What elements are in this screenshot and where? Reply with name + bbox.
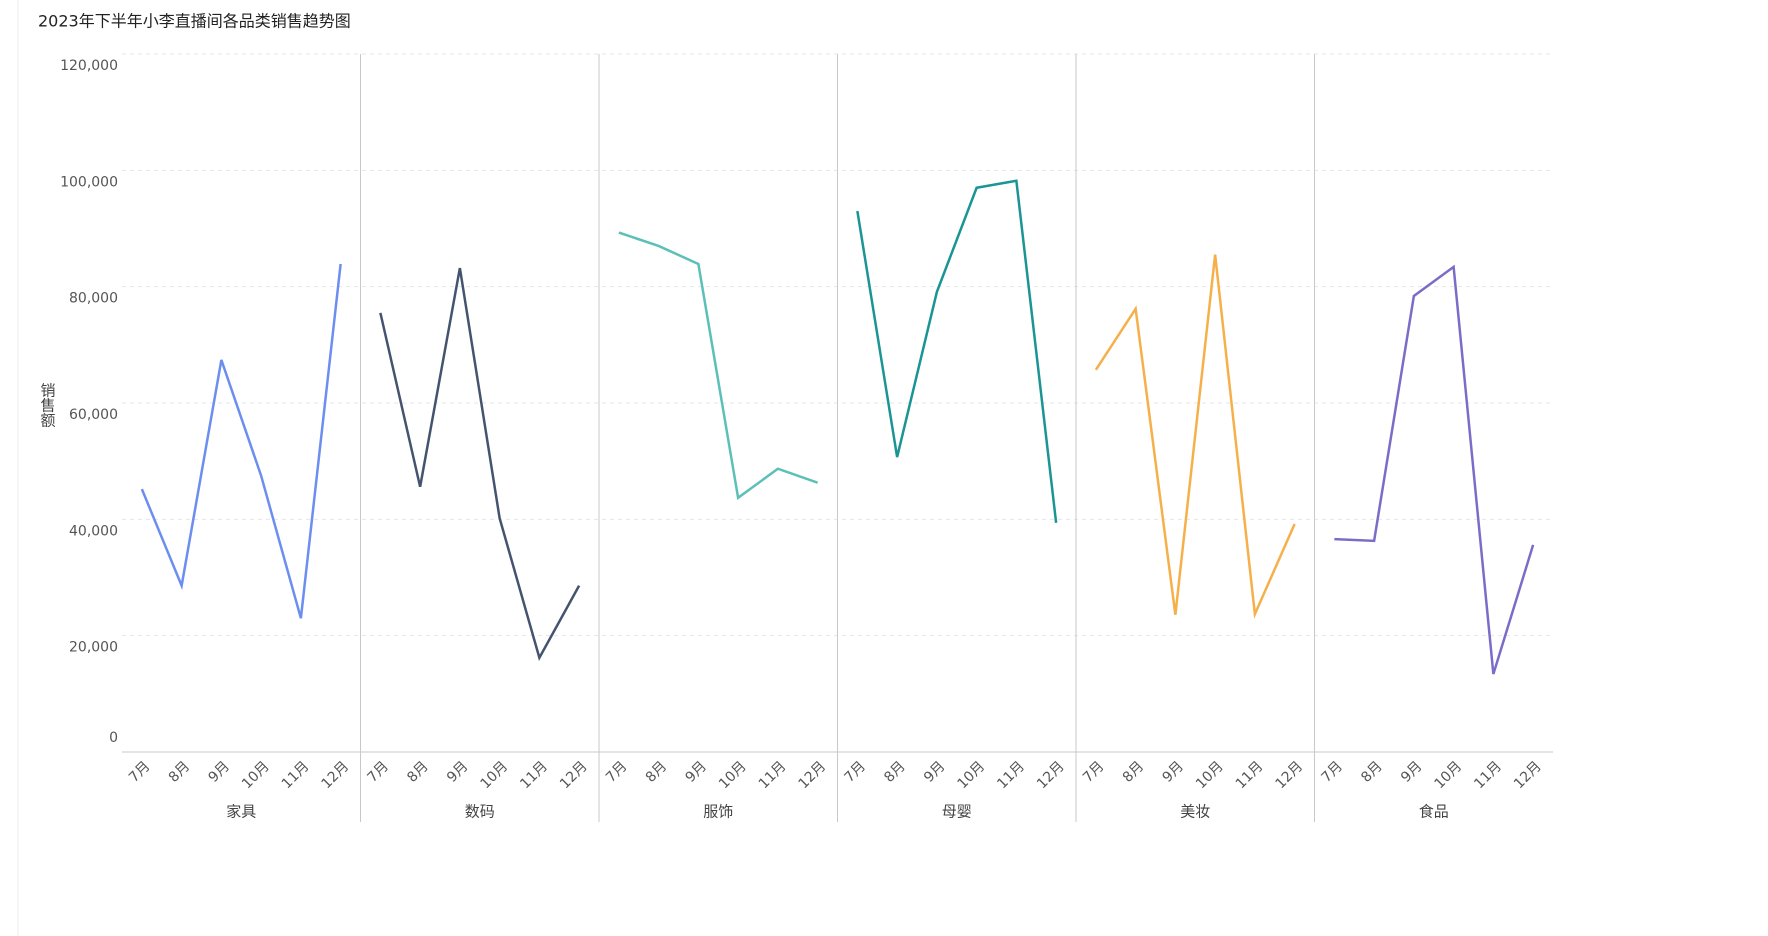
y-axis-label: 销售额 xyxy=(39,383,57,428)
legend-label: 母婴 xyxy=(942,803,972,821)
line xyxy=(856,179,1058,523)
x-tick-label: 10月 xyxy=(954,758,988,792)
y-tick-label: 40,000 xyxy=(69,523,118,539)
x-tick-label: 9月 xyxy=(921,758,949,786)
x-tick-label: 9月 xyxy=(444,758,472,786)
x-tick-label: 10月 xyxy=(477,758,511,792)
x-tick-label: 8月 xyxy=(404,758,432,786)
x-tick-label: 7月 xyxy=(1080,758,1108,786)
x-tick-label: 7月 xyxy=(365,758,393,786)
x-tick-label: 11月 xyxy=(1471,758,1505,792)
x-tick-label: 9月 xyxy=(1160,758,1188,786)
line xyxy=(379,267,581,662)
x-tick-label: 8月 xyxy=(1120,758,1148,786)
x-tick-label: 12月 xyxy=(557,758,591,792)
line xyxy=(140,263,342,619)
y-tick-label: 20,000 xyxy=(69,640,118,656)
x-tick-label: 12月 xyxy=(1272,758,1306,792)
line xyxy=(1094,254,1296,619)
x-tick-label: 7月 xyxy=(1319,758,1347,786)
x-tick-label: 12月 xyxy=(795,758,829,792)
x-tick-label: 10月 xyxy=(239,758,273,792)
x-tick-label: 12月 xyxy=(1511,758,1545,792)
y-tick-label: 80,000 xyxy=(69,291,118,307)
x-tick-label: 11月 xyxy=(279,758,313,792)
x-tick-label: 7月 xyxy=(603,758,631,786)
legend-label: 食品 xyxy=(1419,803,1449,821)
x-tick-label: 8月 xyxy=(1358,758,1386,786)
x-tick-label: 8月 xyxy=(643,758,671,786)
x-tick-label: 10月 xyxy=(1193,758,1227,792)
x-tick-label: 10月 xyxy=(716,758,750,792)
chart-title: 2023年下半年小李直播间各品类销售趋势图 xyxy=(38,12,351,31)
y-tick-label: 100,000 xyxy=(60,174,118,190)
legend-label: 家具 xyxy=(226,803,256,821)
x-tick-label: 9月 xyxy=(206,758,234,786)
x-tick-label: 8月 xyxy=(881,758,909,786)
y-tick-label: 120,000 xyxy=(60,58,118,74)
y-tick-label: 0 xyxy=(109,730,118,746)
x-tick-label: 9月 xyxy=(1398,758,1426,786)
x-tick-label: 11月 xyxy=(994,758,1028,792)
x-tick-label: 11月 xyxy=(756,758,790,792)
x-tick-label: 10月 xyxy=(1431,758,1465,792)
legend-label: 服饰 xyxy=(703,803,733,821)
x-tick-label: 9月 xyxy=(683,758,711,786)
line xyxy=(618,231,819,501)
x-tick-label: 11月 xyxy=(517,758,551,792)
legend-label: 美妆 xyxy=(1180,803,1210,821)
x-tick-label: 7月 xyxy=(842,758,870,786)
line xyxy=(1334,264,1535,675)
y-tick-label: 60,000 xyxy=(69,407,118,423)
x-tick-label: 12月 xyxy=(1034,758,1068,792)
x-tick-label: 12月 xyxy=(318,758,352,792)
x-tick-label: 8月 xyxy=(166,758,194,786)
x-tick-label: 7月 xyxy=(126,758,154,786)
legend-label: 数码 xyxy=(465,803,495,821)
x-tick-label: 11月 xyxy=(1233,758,1267,792)
